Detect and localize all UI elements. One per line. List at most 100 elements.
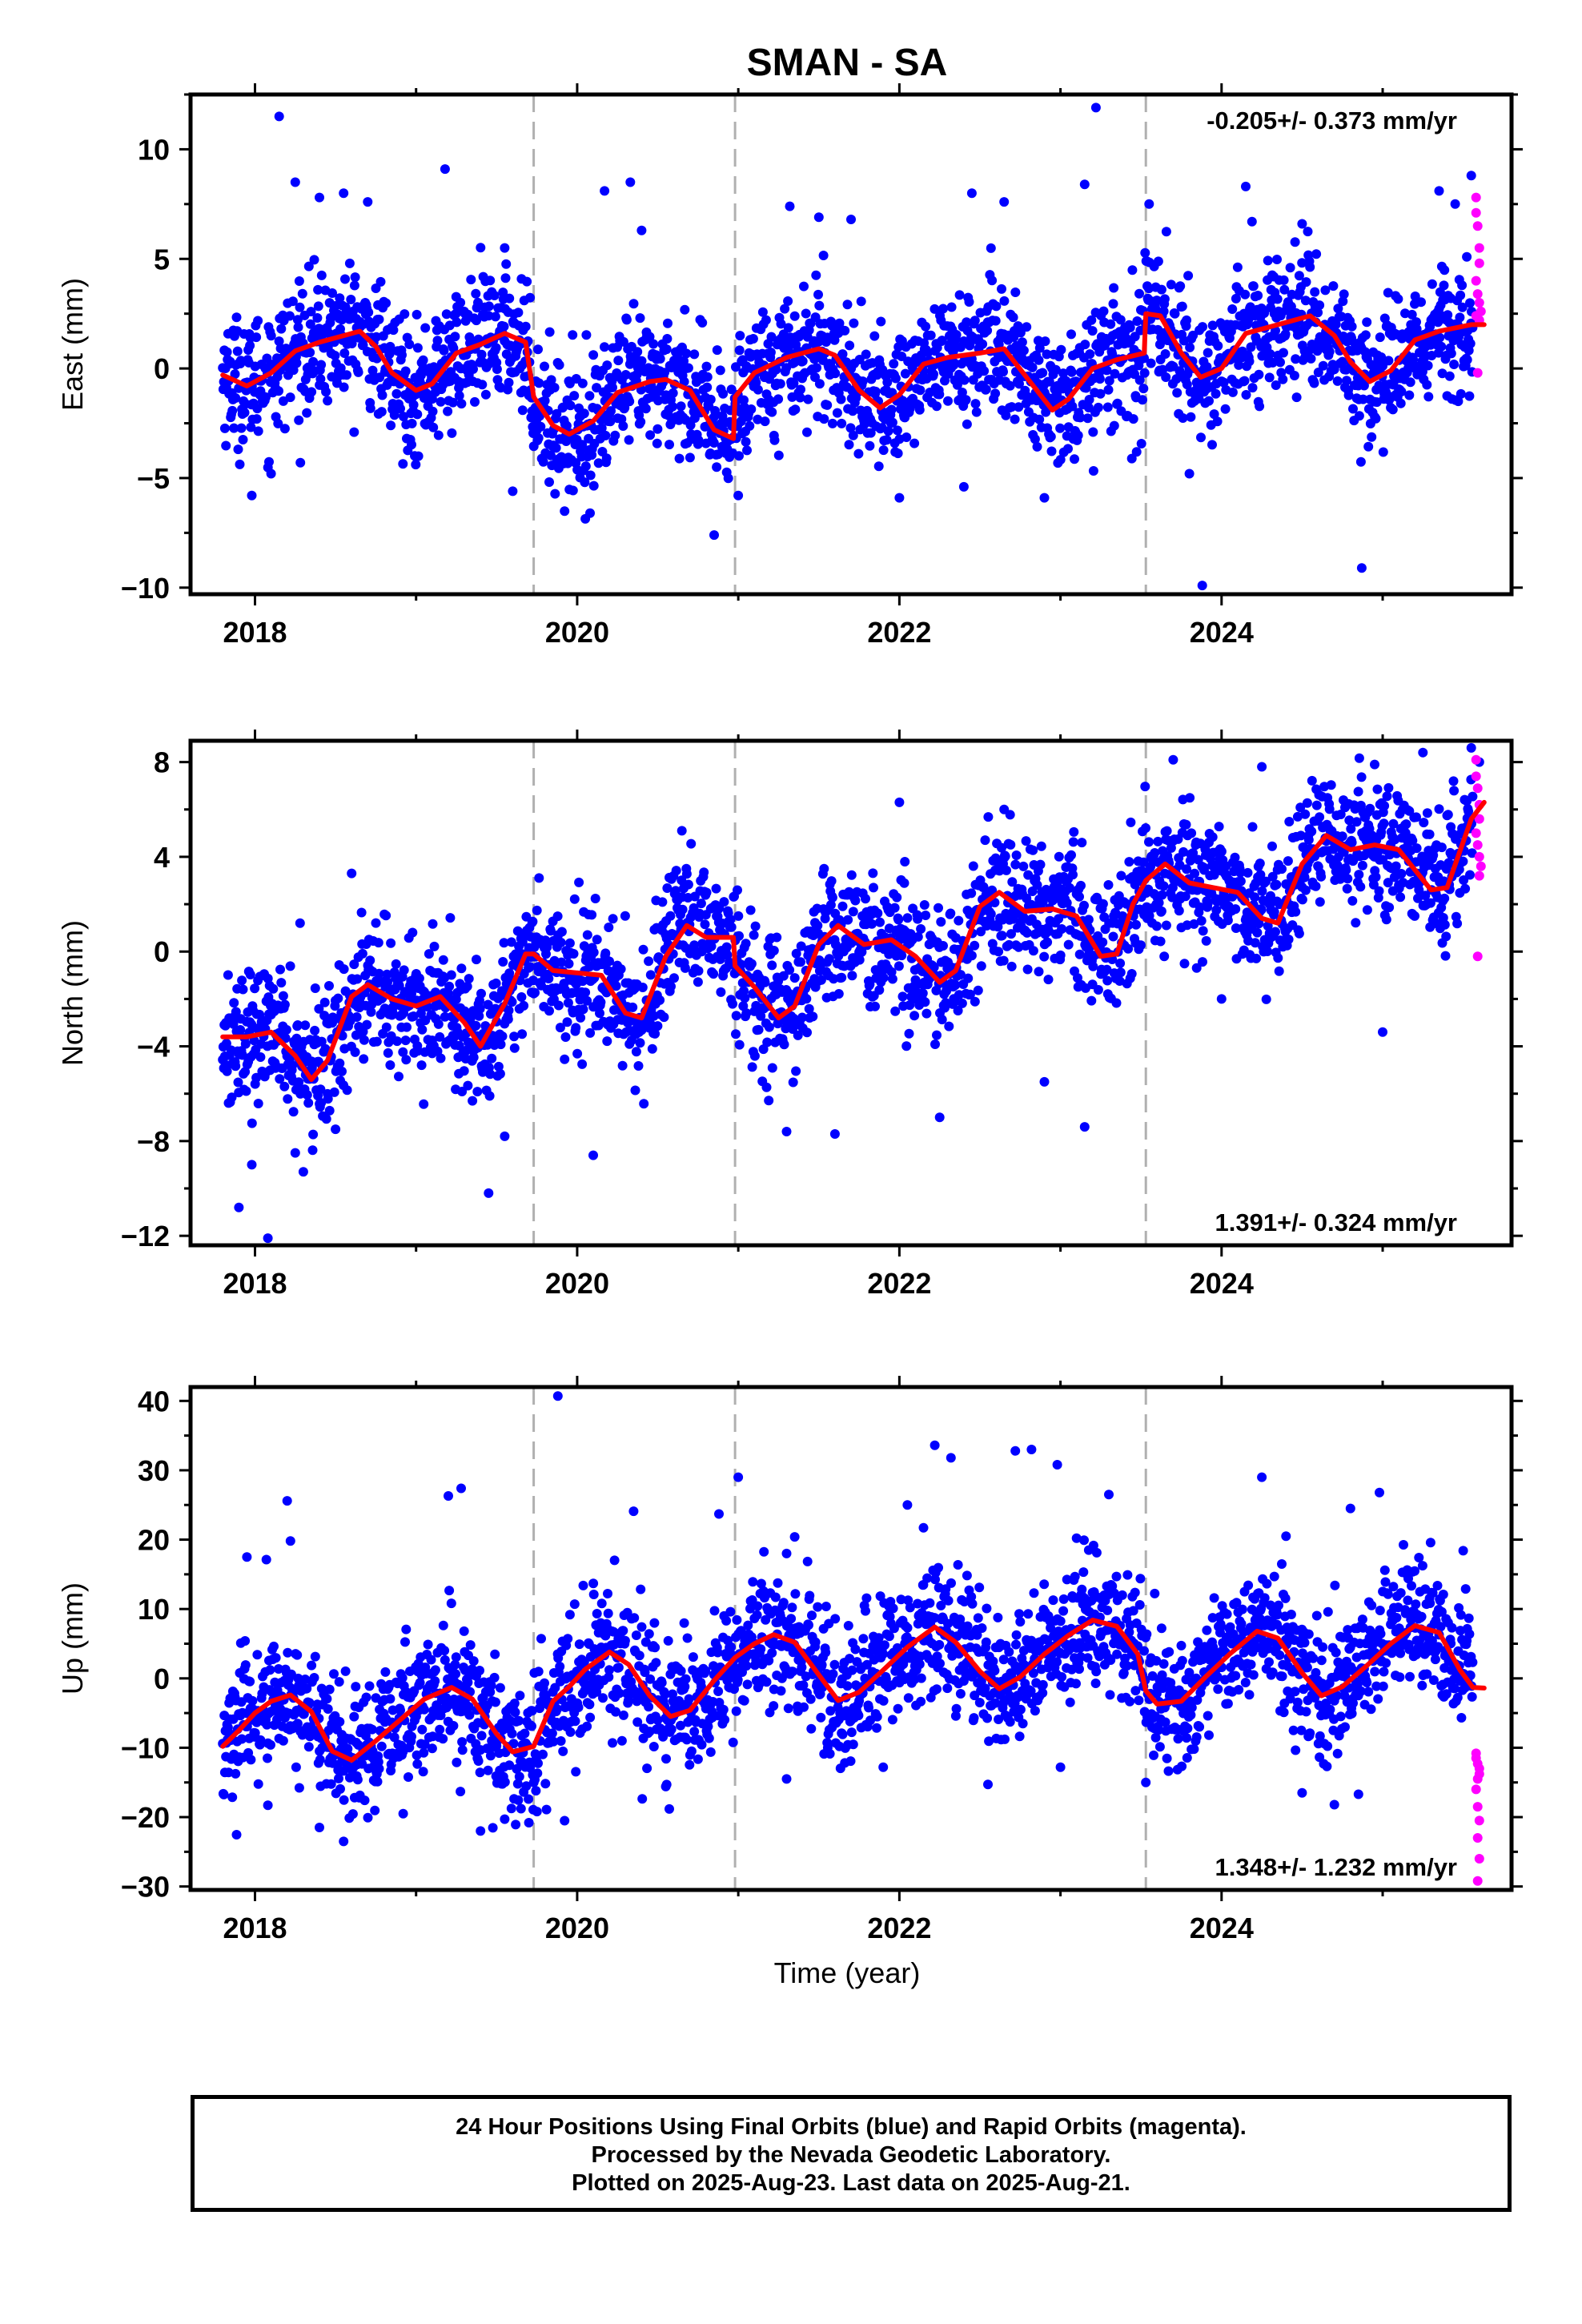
data-point	[1300, 885, 1311, 895]
data-point	[484, 301, 494, 312]
data-point	[1102, 402, 1113, 412]
data-point	[1464, 391, 1475, 401]
data-point	[288, 1107, 299, 1117]
data-point	[1041, 407, 1051, 417]
data-point	[767, 960, 777, 971]
data-point	[1073, 973, 1082, 983]
data-point	[1362, 317, 1372, 328]
data-point	[723, 473, 733, 484]
data-point	[561, 420, 572, 431]
data-point	[394, 980, 404, 991]
data-point	[892, 425, 902, 436]
data-point	[1407, 835, 1418, 846]
data-point	[1455, 312, 1465, 323]
data-point	[342, 370, 351, 380]
data-point	[578, 1004, 588, 1015]
data-point	[1267, 357, 1278, 368]
data-point	[474, 1011, 484, 1021]
y-tick-label: 10	[138, 133, 170, 166]
data-point	[468, 364, 478, 374]
data-point	[867, 919, 877, 929]
data-point	[1134, 288, 1144, 299]
data-point	[1198, 926, 1208, 936]
data-point	[503, 1014, 513, 1024]
data-point	[674, 453, 685, 464]
outlier-point	[247, 490, 257, 501]
data-point	[1271, 879, 1282, 890]
data-point	[1348, 404, 1358, 414]
data-point	[1366, 360, 1376, 370]
data-point	[240, 1039, 251, 1049]
data-point	[1462, 251, 1472, 262]
data-point	[413, 451, 424, 461]
data-point	[525, 292, 536, 303]
data-point	[1272, 294, 1283, 304]
data-point	[499, 938, 509, 948]
outlier-point	[484, 1188, 494, 1198]
data-point	[1302, 798, 1312, 808]
data-point	[582, 995, 592, 1006]
data-point	[400, 366, 411, 376]
data-point	[402, 1022, 412, 1032]
data-point	[315, 374, 326, 384]
outlier-point	[958, 481, 969, 492]
data-point	[1439, 280, 1449, 291]
data-point	[231, 1061, 241, 1072]
outlier-point	[1241, 181, 1251, 191]
data-point	[1416, 297, 1426, 308]
data-point	[417, 1024, 428, 1035]
data-point	[237, 1050, 247, 1060]
data-point	[929, 369, 938, 380]
data-point	[346, 295, 356, 304]
data-point	[1170, 308, 1180, 319]
data-point	[1254, 919, 1264, 929]
data-point	[954, 290, 965, 300]
outlier-point	[846, 215, 856, 224]
data-point	[219, 423, 230, 433]
outlier-point	[347, 868, 357, 879]
outlier-point	[934, 1112, 945, 1123]
rapid-point	[1472, 368, 1483, 378]
data-point	[466, 275, 476, 285]
data-point	[1196, 432, 1206, 443]
data-point	[1151, 921, 1162, 931]
data-point	[981, 384, 991, 395]
data-point	[832, 408, 842, 418]
data-point	[1440, 951, 1451, 961]
data-point	[1182, 864, 1192, 875]
data-point	[865, 428, 876, 438]
data-point	[1375, 332, 1385, 343]
data-point	[283, 1094, 293, 1104]
data-point	[982, 325, 993, 336]
data-point	[802, 1027, 812, 1038]
data-point	[512, 926, 523, 936]
east-fit-line	[220, 311, 1487, 441]
data-point	[900, 368, 910, 379]
data-point	[753, 414, 763, 424]
data-point	[227, 1792, 238, 1803]
x-tick-label: 2024	[1190, 616, 1254, 649]
data-point	[1404, 390, 1415, 400]
data-point	[1109, 420, 1119, 431]
data-point	[374, 314, 384, 324]
data-point	[1383, 356, 1394, 366]
data-point	[971, 407, 982, 417]
data-point	[655, 354, 665, 364]
data-point	[1063, 444, 1073, 454]
data-point	[733, 885, 742, 895]
data-point	[532, 905, 542, 915]
data-point	[846, 870, 857, 880]
data-point	[1186, 828, 1197, 838]
data-point	[340, 274, 350, 284]
data-point	[1144, 911, 1154, 921]
data-point	[1391, 861, 1401, 871]
data-point	[424, 949, 434, 959]
data-point	[1252, 927, 1263, 938]
data-point	[1211, 905, 1222, 915]
data-point	[337, 1066, 347, 1076]
rapid-point	[1474, 258, 1484, 268]
data-point	[307, 387, 317, 397]
data-point	[313, 301, 323, 312]
data-point	[804, 1003, 814, 1014]
